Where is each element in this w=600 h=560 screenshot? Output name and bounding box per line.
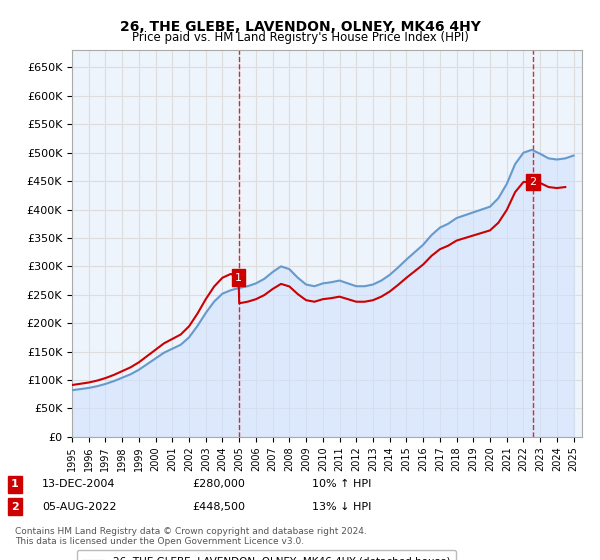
Text: 26, THE GLEBE, LAVENDON, OLNEY, MK46 4HY: 26, THE GLEBE, LAVENDON, OLNEY, MK46 4HY	[119, 20, 481, 34]
Text: £448,500: £448,500	[192, 502, 245, 512]
Text: 2: 2	[11, 502, 19, 512]
Text: 05-AUG-2022: 05-AUG-2022	[42, 502, 116, 512]
Text: 13-DEC-2004: 13-DEC-2004	[42, 479, 115, 489]
Legend: 26, THE GLEBE, LAVENDON, OLNEY, MK46 4HY (detached house), HPI: Average price, d: 26, THE GLEBE, LAVENDON, OLNEY, MK46 4HY…	[77, 550, 457, 560]
Text: Price paid vs. HM Land Registry's House Price Index (HPI): Price paid vs. HM Land Registry's House …	[131, 31, 469, 44]
Text: 10% ↑ HPI: 10% ↑ HPI	[312, 479, 371, 489]
Text: Contains HM Land Registry data © Crown copyright and database right 2024.
This d: Contains HM Land Registry data © Crown c…	[15, 526, 367, 546]
Text: £280,000: £280,000	[192, 479, 245, 489]
Text: 1: 1	[11, 479, 19, 489]
Text: 1: 1	[235, 273, 242, 283]
Text: 2: 2	[530, 177, 537, 187]
Text: 13% ↓ HPI: 13% ↓ HPI	[312, 502, 371, 512]
